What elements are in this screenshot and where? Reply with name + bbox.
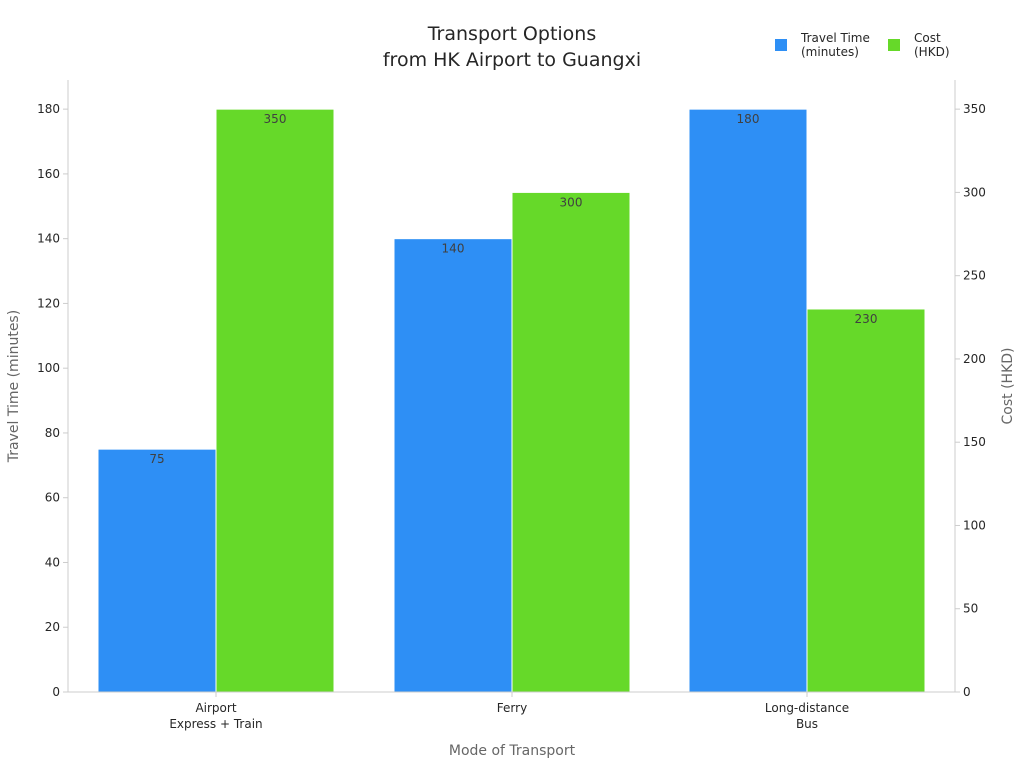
data-label: 350 — [264, 112, 287, 126]
data-label: 75 — [149, 452, 164, 466]
right-tick-label: 350 — [963, 102, 986, 116]
right-tick-label: 300 — [963, 185, 986, 199]
right-tick-label: 150 — [963, 435, 986, 449]
bar-cost — [215, 108, 335, 693]
category-label: Airport — [195, 701, 236, 715]
bar-cost — [806, 308, 926, 693]
category-label: Ferry — [497, 701, 527, 715]
legend-label: (minutes) — [801, 45, 859, 59]
left-axis-title: Travel Time (minutes) — [6, 310, 22, 463]
bar-travel-time — [393, 238, 513, 693]
legend-label: Travel Time — [800, 31, 870, 45]
right-tick-label: 0 — [963, 685, 971, 699]
bars-layer — [97, 108, 926, 693]
bar-travel-time — [688, 108, 808, 693]
legend-label: (HKD) — [914, 45, 950, 59]
legend-swatch — [888, 39, 900, 51]
bar-cost — [511, 191, 631, 693]
category-label: Express + Train — [169, 717, 262, 731]
left-tick-label: 120 — [37, 296, 60, 310]
right-axis-title: Cost (HKD) — [1000, 348, 1016, 425]
data-label: 140 — [442, 242, 465, 256]
right-tick-label: 100 — [963, 518, 986, 532]
chart-title: Transport Options from HK Airport to Guan… — [383, 23, 641, 71]
data-label: 180 — [737, 112, 760, 126]
category-label: Long-distance — [765, 701, 849, 715]
right-tick-label: 200 — [963, 352, 986, 366]
left-tick-label: 180 — [37, 102, 60, 116]
left-tick-label: 100 — [37, 361, 60, 375]
left-tick-label: 80 — [45, 426, 60, 440]
chart-title-line: from HK Airport to Guangxi — [383, 49, 641, 71]
category-label: Bus — [796, 717, 818, 731]
data-label: 230 — [855, 312, 878, 326]
data-labels-layer: 75 140 180 350 300 230 — [149, 112, 877, 466]
left-tick-label: 40 — [45, 555, 60, 569]
bar-travel-time — [97, 448, 217, 693]
right-tick-label: 50 — [963, 602, 978, 616]
left-tick-label: 140 — [37, 232, 60, 246]
x-axis-title: Mode of Transport — [449, 743, 576, 759]
left-tick-label: 60 — [45, 491, 60, 505]
legend-label: Cost — [914, 31, 941, 45]
left-tick-label: 160 — [37, 167, 60, 181]
left-tick-label: 0 — [52, 685, 60, 699]
chart-legend: Travel Time(minutes) Cost(HKD) — [775, 31, 950, 59]
right-tick-label: 250 — [963, 269, 986, 283]
chart-title-line: Transport Options — [427, 23, 597, 45]
axes-layer: 0 20 40 60 80 100 120 140 160 180 0 50 100 150 200 250 3… — [6, 80, 1016, 759]
data-label: 300 — [560, 195, 583, 209]
legend-swatch — [775, 39, 787, 51]
left-tick-label: 20 — [45, 620, 60, 634]
